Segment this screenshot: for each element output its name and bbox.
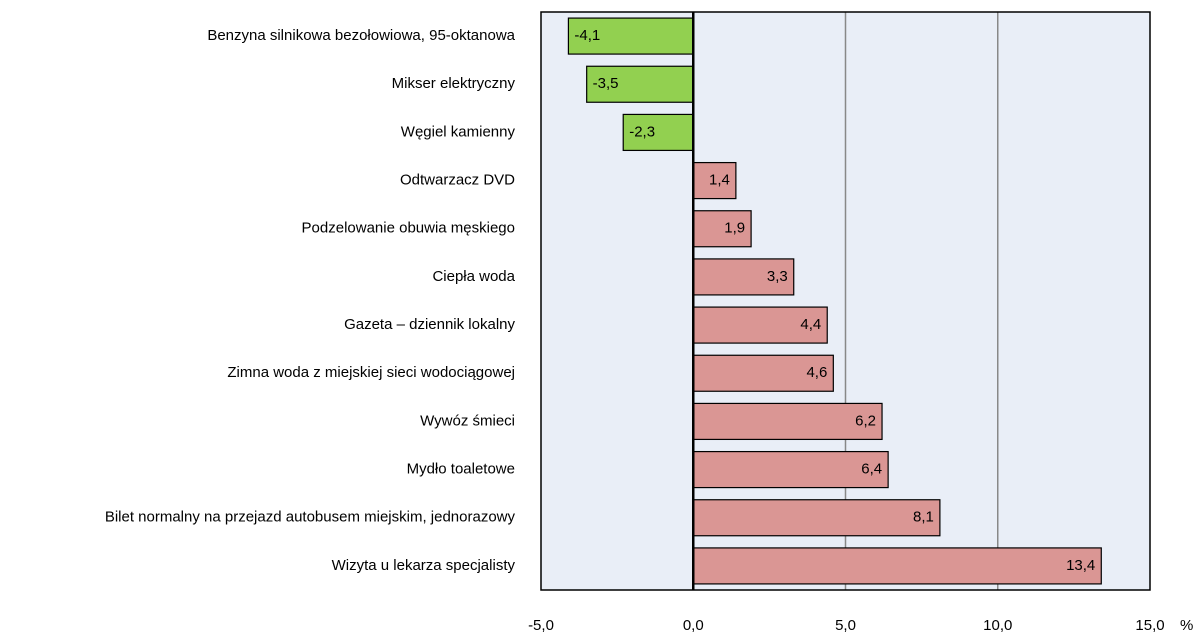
x-tick-label: 15,0 <box>1135 617 1164 634</box>
y-tick-label: Benzyna silnikowa bezołowiowa, 95-oktano… <box>207 27 515 44</box>
bar <box>692 499 941 537</box>
y-tick-label: Zimna woda z miejskiej sieci wodociągowe… <box>227 364 515 381</box>
bar <box>692 161 737 200</box>
bar <box>586 65 694 103</box>
data-label: 1,9 <box>724 220 745 237</box>
data-label: 8,1 <box>913 509 934 526</box>
bar <box>692 450 889 489</box>
data-label: 4,4 <box>800 316 821 333</box>
y-tick-label: Mikser elektryczny <box>392 75 516 92</box>
data-label: -3,5 <box>593 75 619 92</box>
bar <box>692 210 752 248</box>
plot-border <box>540 11 1151 591</box>
y-tick-label: Bilet normalny na przejazd autobusem mie… <box>105 509 516 526</box>
bar <box>567 17 694 55</box>
x-tick-label: 10,0 <box>983 617 1012 634</box>
y-tick-label: Wywóz śmieci <box>420 412 515 429</box>
bar <box>692 306 828 344</box>
bar <box>692 354 834 392</box>
y-tick-label: Węgiel kamienny <box>401 123 516 140</box>
data-label: -2,3 <box>629 123 655 140</box>
y-tick-label: Wizyta u lekarza specjalisty <box>332 557 516 574</box>
data-label: 1,4 <box>709 172 730 189</box>
x-tick-label: 0,0 <box>683 617 704 634</box>
y-tick-label: Podzelowanie obuwia męskiego <box>302 220 515 237</box>
data-label: 13,4 <box>1066 557 1095 574</box>
data-label: 6,4 <box>861 461 882 478</box>
data-label: 4,6 <box>806 364 827 381</box>
x-axis-label: % <box>1180 617 1193 634</box>
x-tick-label: -5,0 <box>528 617 554 634</box>
y-tick-label: Ciepła woda <box>432 268 515 285</box>
y-tick-label: Gazeta – dziennik lokalny <box>344 316 515 333</box>
data-label: -4,1 <box>574 27 600 44</box>
y-tick-label: Mydło toaletowe <box>407 461 515 478</box>
bar <box>692 258 795 296</box>
bar <box>692 547 1102 585</box>
y-tick-label: Odtwarzacz DVD <box>400 172 515 189</box>
data-label: 6,2 <box>855 412 876 429</box>
bar <box>692 402 883 441</box>
x-tick-label: 5,0 <box>835 617 856 634</box>
bar <box>622 113 694 152</box>
data-label: 3,3 <box>767 268 788 285</box>
